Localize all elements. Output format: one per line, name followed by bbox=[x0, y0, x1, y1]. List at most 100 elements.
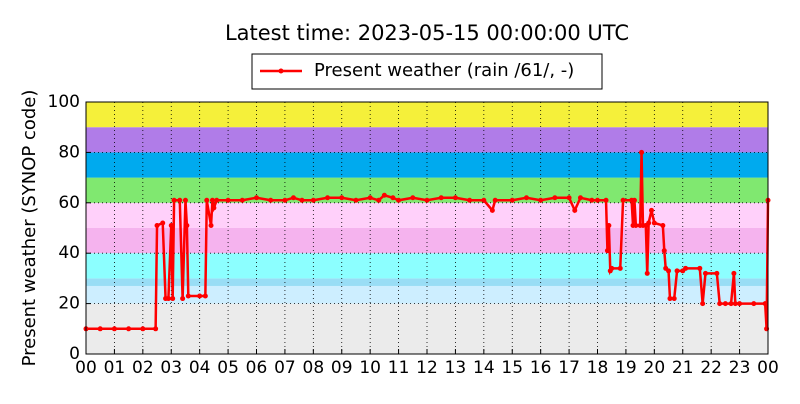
data-point bbox=[639, 149, 645, 155]
weather-band bbox=[86, 127, 768, 153]
y-tick-label: 60 bbox=[58, 193, 80, 213]
data-point bbox=[452, 195, 458, 201]
data-point bbox=[731, 270, 737, 276]
data-point bbox=[171, 197, 177, 203]
data-point bbox=[376, 197, 382, 203]
x-tick-label: 12 bbox=[416, 358, 438, 378]
x-tick-label: 06 bbox=[246, 358, 268, 378]
x-tick-label: 00 bbox=[75, 358, 97, 378]
data-point bbox=[633, 222, 639, 228]
data-point bbox=[646, 220, 652, 226]
x-tick-label: 04 bbox=[189, 358, 211, 378]
chart-title: Latest time: 2023-05-15 00:00:00 UTC bbox=[225, 21, 629, 45]
x-tick-label: 05 bbox=[217, 358, 239, 378]
data-point bbox=[367, 195, 373, 201]
weather-band bbox=[86, 228, 768, 254]
data-point bbox=[140, 326, 146, 332]
y-tick-label: 80 bbox=[58, 142, 80, 162]
x-tick-label: 14 bbox=[473, 358, 495, 378]
data-line bbox=[86, 152, 770, 331]
data-point bbox=[254, 195, 259, 201]
legend-box bbox=[251, 53, 603, 90]
x-tick-label: 00 bbox=[757, 358, 779, 378]
y-tick-label: 40 bbox=[58, 243, 80, 263]
data-point bbox=[97, 326, 103, 332]
x-tick-label: 01 bbox=[104, 358, 126, 378]
data-point bbox=[410, 195, 416, 201]
data-point bbox=[438, 195, 444, 201]
data-point bbox=[390, 195, 396, 201]
x-tick-label: 03 bbox=[160, 358, 182, 378]
data-point bbox=[214, 197, 220, 203]
weather-band bbox=[86, 152, 768, 178]
data-point bbox=[299, 197, 305, 203]
data-point bbox=[381, 192, 387, 198]
data-point bbox=[620, 197, 626, 203]
legend-marker bbox=[278, 68, 284, 74]
data-point bbox=[617, 265, 623, 271]
data-point bbox=[211, 205, 217, 211]
data-point bbox=[538, 197, 544, 203]
x-tick-label: 17 bbox=[558, 358, 580, 378]
data-point bbox=[661, 248, 667, 254]
x-tick-label: 21 bbox=[672, 358, 694, 378]
data-point bbox=[714, 270, 720, 276]
y-tick-label: 100 bbox=[48, 92, 80, 112]
data-point bbox=[339, 195, 345, 201]
weather-band bbox=[86, 303, 768, 354]
data-point bbox=[722, 301, 728, 307]
data-point bbox=[674, 268, 680, 274]
data-point bbox=[702, 270, 708, 276]
data-point bbox=[552, 195, 558, 201]
data-point bbox=[762, 301, 768, 307]
y-axis-label: Present weather (SYNOP code) bbox=[19, 90, 40, 367]
data-point bbox=[424, 197, 430, 203]
data-point bbox=[604, 248, 610, 254]
data-point bbox=[728, 301, 734, 307]
data-point bbox=[666, 268, 672, 274]
data-point bbox=[168, 222, 174, 228]
data-point bbox=[209, 197, 215, 203]
data-point bbox=[683, 265, 689, 271]
data-point bbox=[160, 220, 166, 226]
data-point bbox=[225, 197, 231, 203]
data-point bbox=[717, 301, 723, 307]
x-tick-label: 23 bbox=[729, 358, 751, 378]
data-point bbox=[577, 195, 583, 201]
x-tick-label: 13 bbox=[445, 358, 467, 378]
data-point bbox=[509, 197, 515, 203]
data-point bbox=[732, 301, 738, 307]
data-point bbox=[467, 197, 473, 203]
x-tick-label: 16 bbox=[530, 358, 552, 378]
data-point bbox=[697, 265, 703, 271]
data-point bbox=[282, 197, 288, 203]
legend-label: Present weather (rain /61/, -) bbox=[314, 60, 574, 81]
x-tick-label: 22 bbox=[700, 358, 722, 378]
data-point bbox=[644, 270, 650, 276]
y-tick-label: 0 bbox=[69, 344, 80, 364]
data-point bbox=[603, 197, 609, 203]
data-point bbox=[202, 293, 208, 299]
data-point bbox=[481, 197, 487, 203]
data-point bbox=[396, 197, 402, 203]
data-point bbox=[208, 222, 214, 228]
data-point bbox=[489, 207, 495, 213]
data-point bbox=[606, 222, 612, 228]
data-point bbox=[700, 301, 706, 307]
data-point bbox=[310, 197, 316, 203]
x-tick-label: 07 bbox=[274, 358, 296, 378]
x-tick-label: 15 bbox=[501, 358, 523, 378]
data-point bbox=[170, 296, 176, 302]
data-point bbox=[290, 195, 296, 201]
data-point bbox=[153, 326, 159, 332]
data-point bbox=[671, 296, 677, 302]
data-point bbox=[751, 301, 757, 307]
x-tick-label: 09 bbox=[331, 358, 353, 378]
x-tick-label: 02 bbox=[132, 358, 154, 378]
x-tick-label: 18 bbox=[587, 358, 609, 378]
data-point bbox=[126, 326, 132, 332]
data-point bbox=[651, 220, 657, 226]
data-point bbox=[182, 197, 188, 203]
data-point bbox=[589, 197, 595, 203]
x-tick-label: 10 bbox=[359, 358, 381, 378]
